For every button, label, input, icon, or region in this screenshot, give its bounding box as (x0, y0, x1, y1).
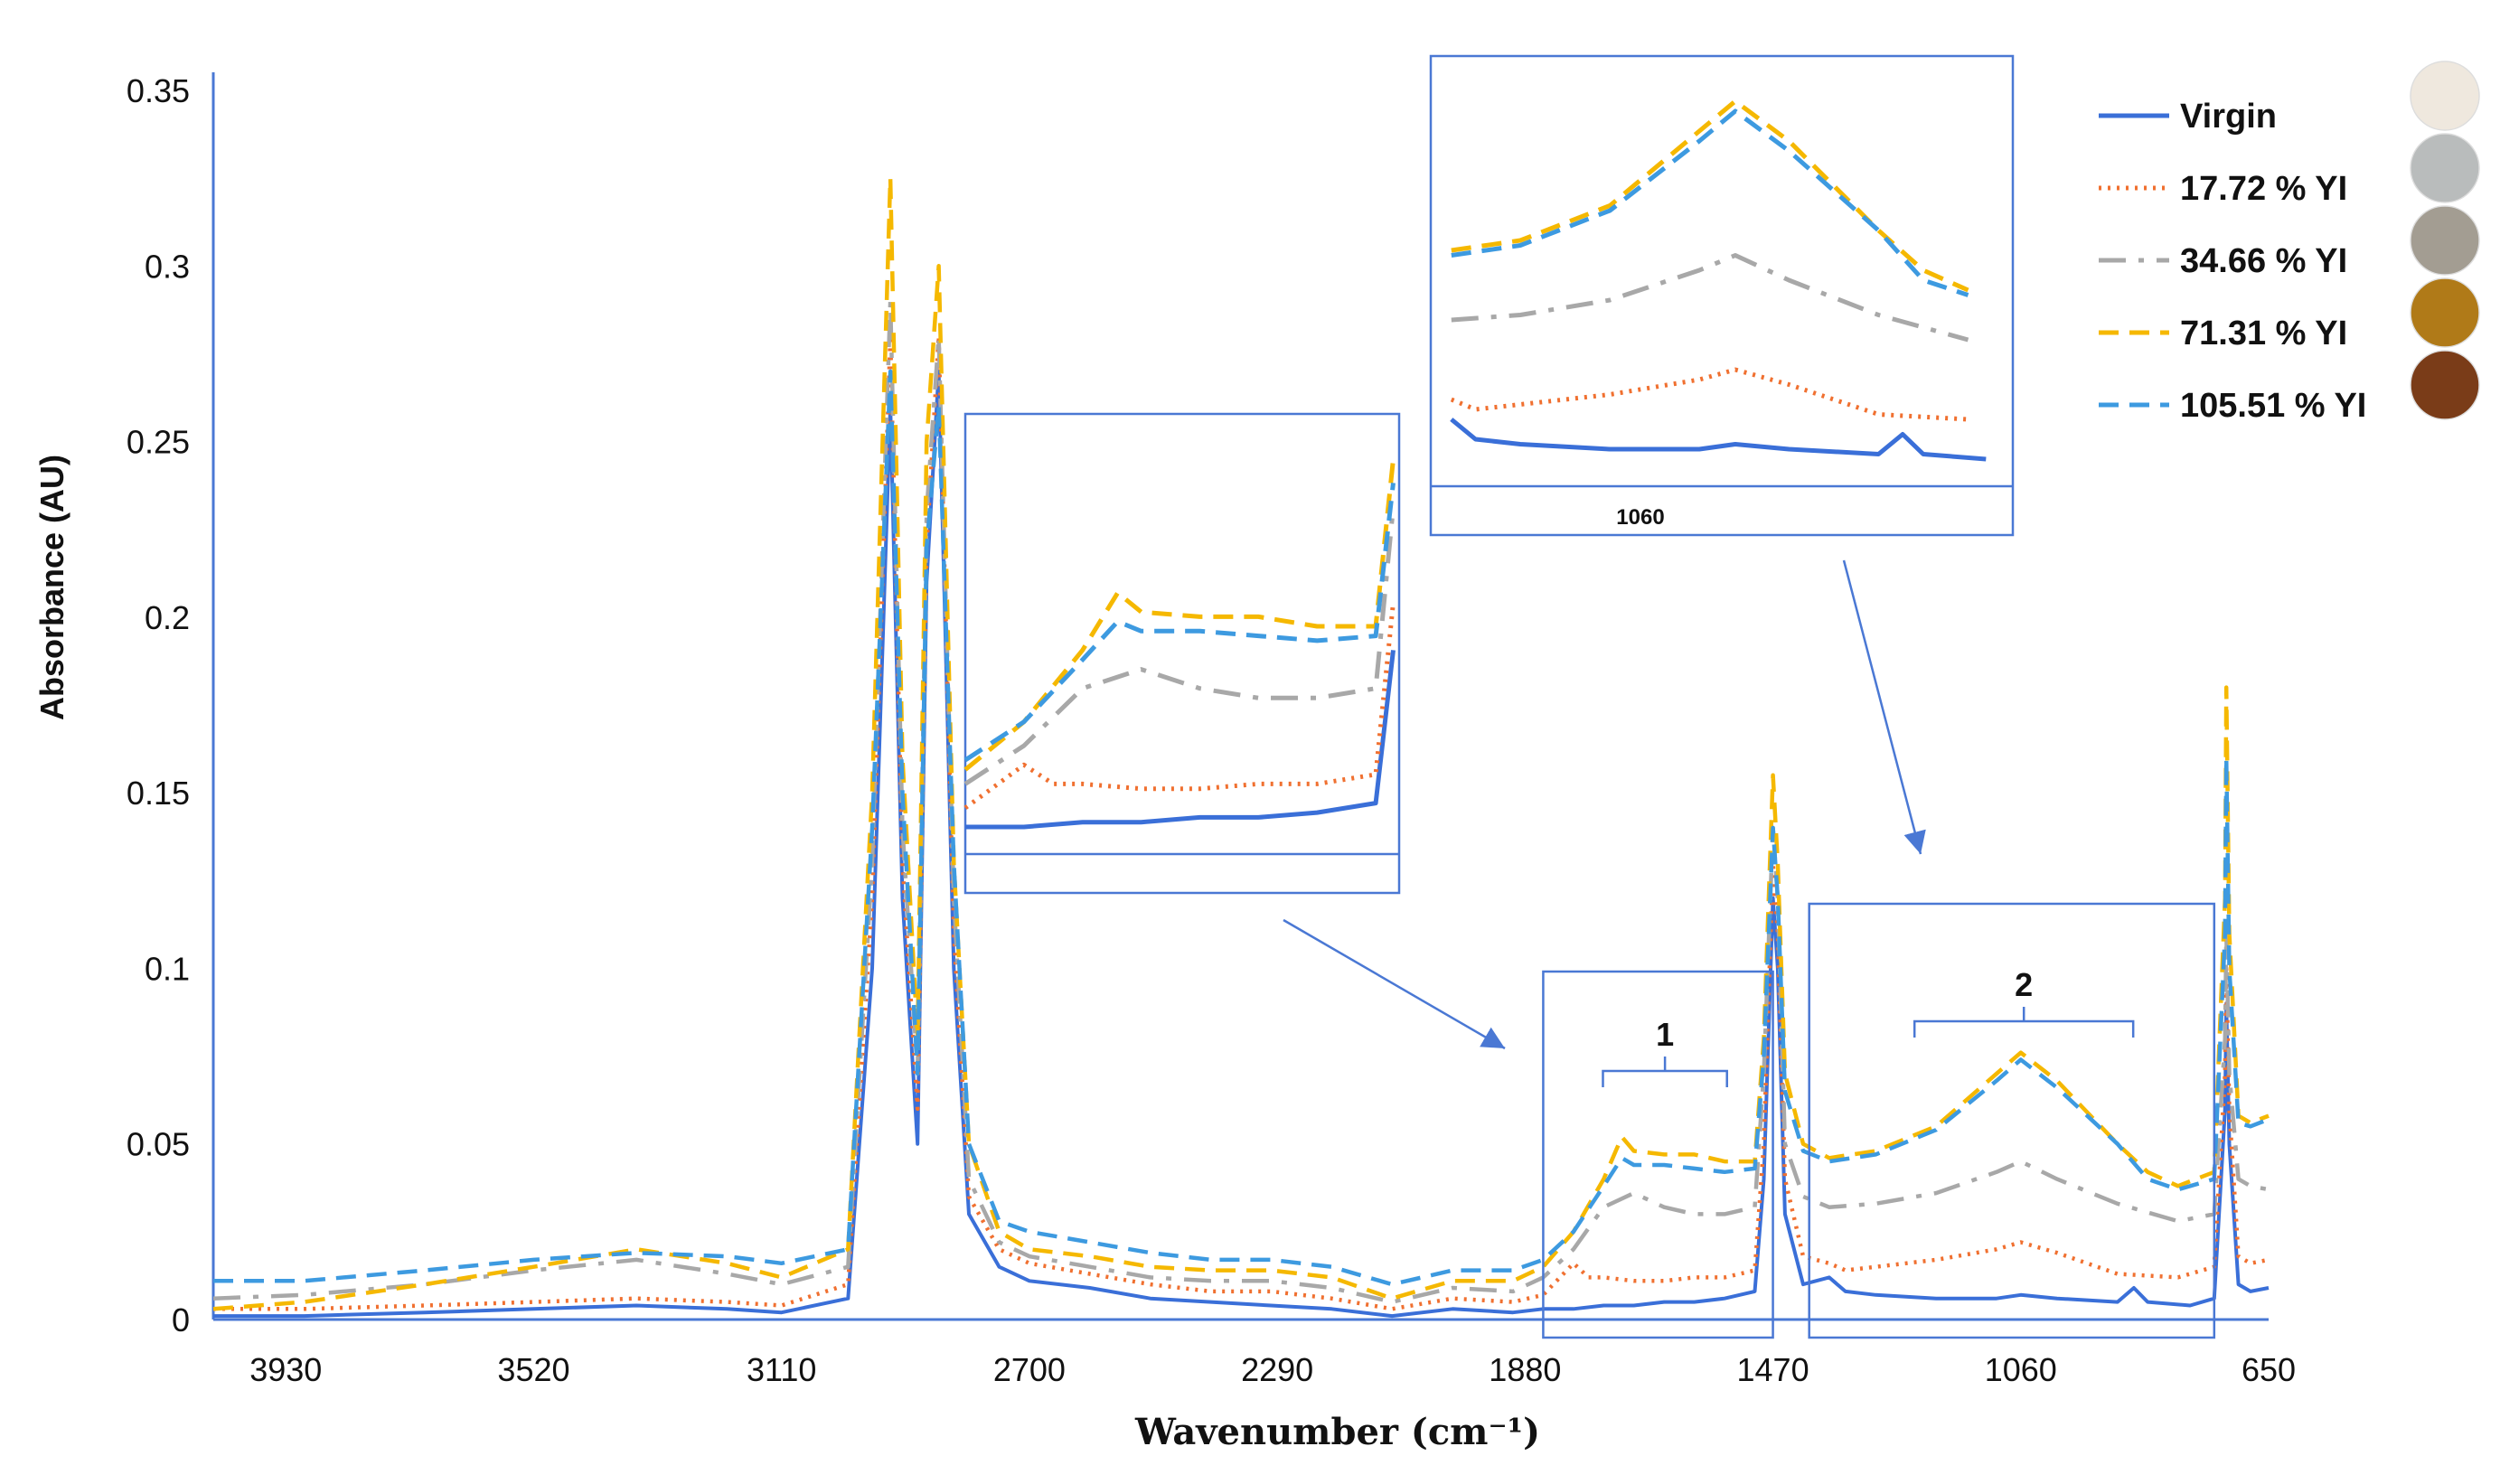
sample-color-swatch-4 (2410, 350, 2480, 420)
x-tick-label: 1880 (1489, 1351, 1561, 1388)
inset-2-arrow (1842, 559, 1926, 855)
inset-tick-label: 1060 (1616, 505, 1664, 530)
region-box-1 (1542, 970, 1774, 1339)
region-layer: 12 (1542, 902, 2216, 1339)
x-tick-label: 3930 (249, 1351, 322, 1388)
y-tick-label: 0.05 (127, 1126, 190, 1163)
y-tick-label: 0.25 (127, 424, 190, 461)
inset-2-series-1 (1450, 367, 1969, 422)
y-tick-label: 0.3 (145, 248, 190, 285)
sample-color-swatch-2 (2410, 205, 2480, 276)
x-tick-label: 2290 (1241, 1351, 1313, 1388)
series-line-2 (212, 298, 2270, 1304)
y-tick-label: 0.35 (127, 72, 190, 109)
y-tick-label: 0.2 (145, 599, 190, 636)
legend-label-0: Virgin (2180, 98, 2277, 136)
y-axis-label: Absorbance (AU) (33, 455, 70, 720)
legend-label-4: 105.51 % YI (2180, 387, 2366, 425)
region-bracket-2 (1913, 1007, 2135, 1038)
inset-1-series-3 (963, 458, 1396, 772)
region-bracket-1 (1602, 1057, 1728, 1087)
series-layer (212, 175, 2270, 1319)
inset-1-arrow (1283, 918, 1506, 1050)
x-tick-label: 2700 (993, 1351, 1066, 1388)
inset-1-series-0 (965, 650, 1396, 830)
inset-layer: 1060 (963, 54, 2015, 895)
sample-color-swatch-0 (2410, 61, 2480, 131)
y-tick-label: 0.15 (127, 775, 190, 812)
legend-label-1: 17.72 % YI (2180, 170, 2347, 208)
x-tick-label: 650 (2242, 1351, 2296, 1388)
inset-2-series-2 (1451, 253, 1969, 343)
y-tick-label: 0.1 (145, 950, 190, 987)
x-tick-labels: 3930 3520 3110 2700 2290 1880 1470 1060 650 (249, 1351, 2296, 1388)
inset-box-2 (1429, 54, 2015, 537)
sample-color-swatch-1 (2410, 133, 2480, 203)
legend-label-2: 34.66 % YI (2180, 242, 2347, 280)
x-axis-label: Wavenumber (cm⁻¹) (1134, 1411, 1540, 1453)
inset-2-series-4 (1451, 108, 1969, 297)
y-tick-label: 0 (172, 1301, 190, 1338)
inset-1-series-2 (963, 506, 1396, 786)
y-tick-labels: 0 0.05 0.1 0.15 0.2 0.25 0.3 0.35 (127, 72, 190, 1338)
region-label-2: 2 (2015, 966, 2033, 1003)
series-line-0 (213, 369, 2270, 1319)
sample-color-swatch-3 (2410, 277, 2480, 348)
x-tick-label: 1470 (1737, 1351, 1809, 1388)
region-label-1: 1 (1656, 1016, 1674, 1053)
inset-2-series-0 (1450, 418, 1987, 462)
legend-label-3: 71.31 % YI (2180, 315, 2347, 352)
inset-1-series-4 (963, 483, 1396, 763)
x-tick-label: 3110 (747, 1351, 816, 1388)
x-tick-label: 3520 (497, 1351, 569, 1388)
inset-2-series-3 (1451, 99, 1969, 293)
region-box-2 (1808, 902, 2216, 1339)
x-tick-label: 1060 (1985, 1351, 2057, 1388)
legend: Virgin 17.72 % YI 34.66 % YI 71.31 % YI 105.… (2099, 61, 2480, 425)
